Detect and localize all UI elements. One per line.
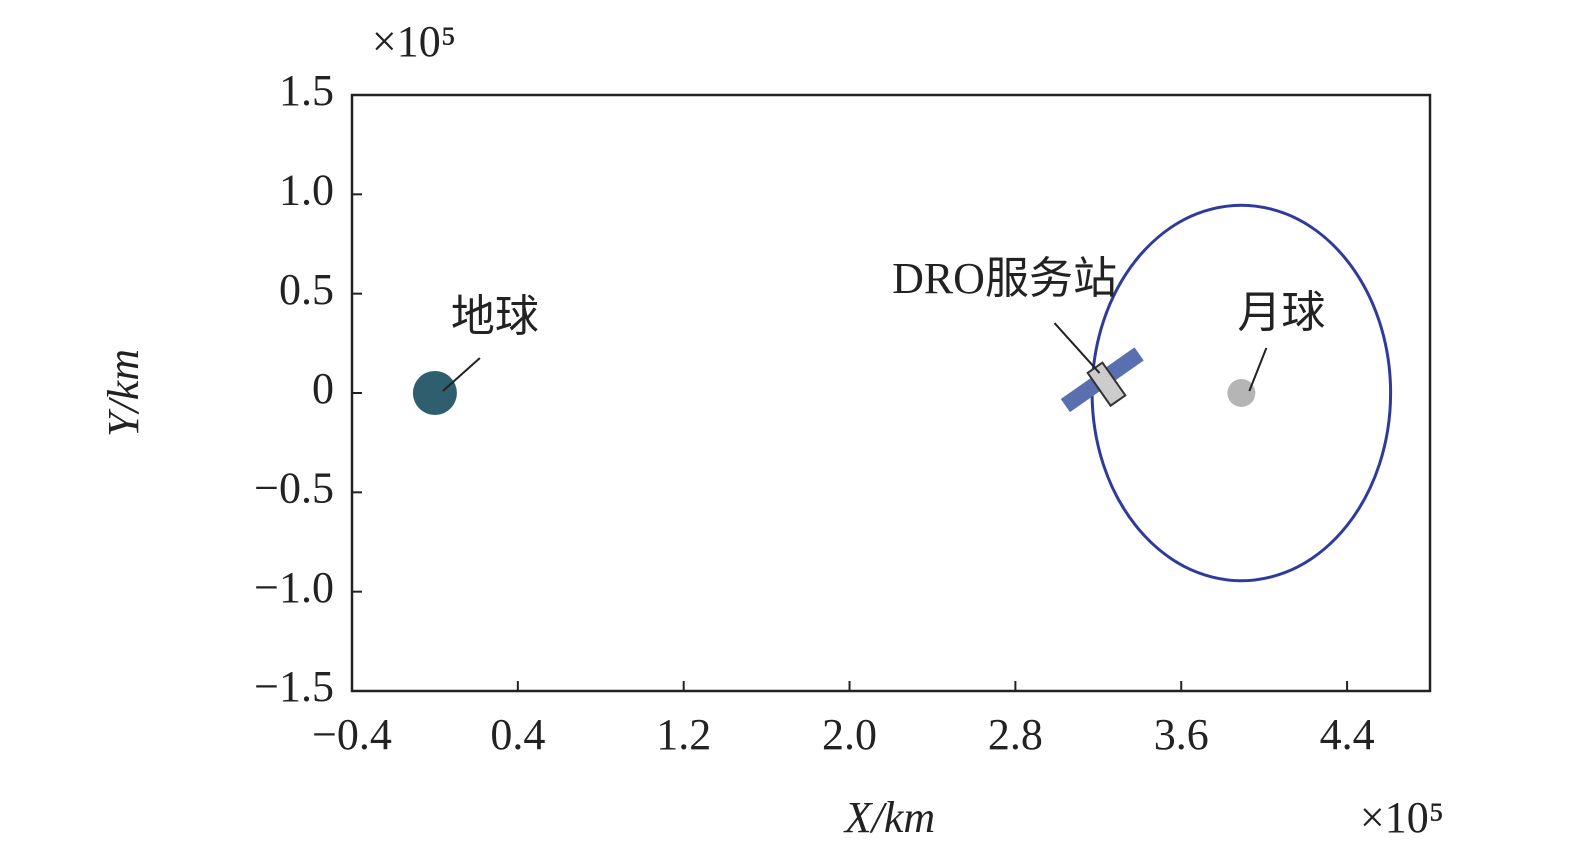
leader-line <box>442 357 481 392</box>
plot-frame <box>350 93 1432 693</box>
y-tick-label: 1.5 <box>279 66 334 115</box>
x-tick-label: 0.4 <box>490 710 545 759</box>
station-icon <box>1060 347 1144 413</box>
y-tick-label: −1.5 <box>254 662 334 711</box>
x-tick-label: 2.8 <box>988 710 1043 759</box>
point-label: 地球 <box>451 292 539 341</box>
y-tick-label: 0.5 <box>279 265 334 314</box>
x-tick-label: 4.4 <box>1320 710 1375 759</box>
leader-line <box>1053 322 1101 374</box>
x-tick-label: 1.2 <box>656 710 711 759</box>
y-tick-label: 0 <box>312 364 334 413</box>
y-axis-label: Y/km <box>99 349 148 437</box>
body-marker <box>412 371 457 415</box>
x-tick-label: 3.6 <box>1154 710 1209 759</box>
y-tick-label: −0.5 <box>254 463 334 512</box>
leader-line <box>1248 347 1268 392</box>
y-tick-label: −1.0 <box>254 563 334 612</box>
x-tick-label: 2.0 <box>822 710 877 759</box>
y-tick-label: 1.0 <box>279 165 334 214</box>
x-tick-label: −0.4 <box>312 710 392 759</box>
point-label: 月球 <box>1237 288 1325 337</box>
body-marker <box>1227 379 1256 407</box>
point-label: DRO服务站 <box>892 254 1117 303</box>
x-multiplier: ×10⁵ <box>1360 793 1444 842</box>
x-axis-label: X/km <box>843 793 935 842</box>
y-multiplier: ×10⁵ <box>372 17 456 66</box>
